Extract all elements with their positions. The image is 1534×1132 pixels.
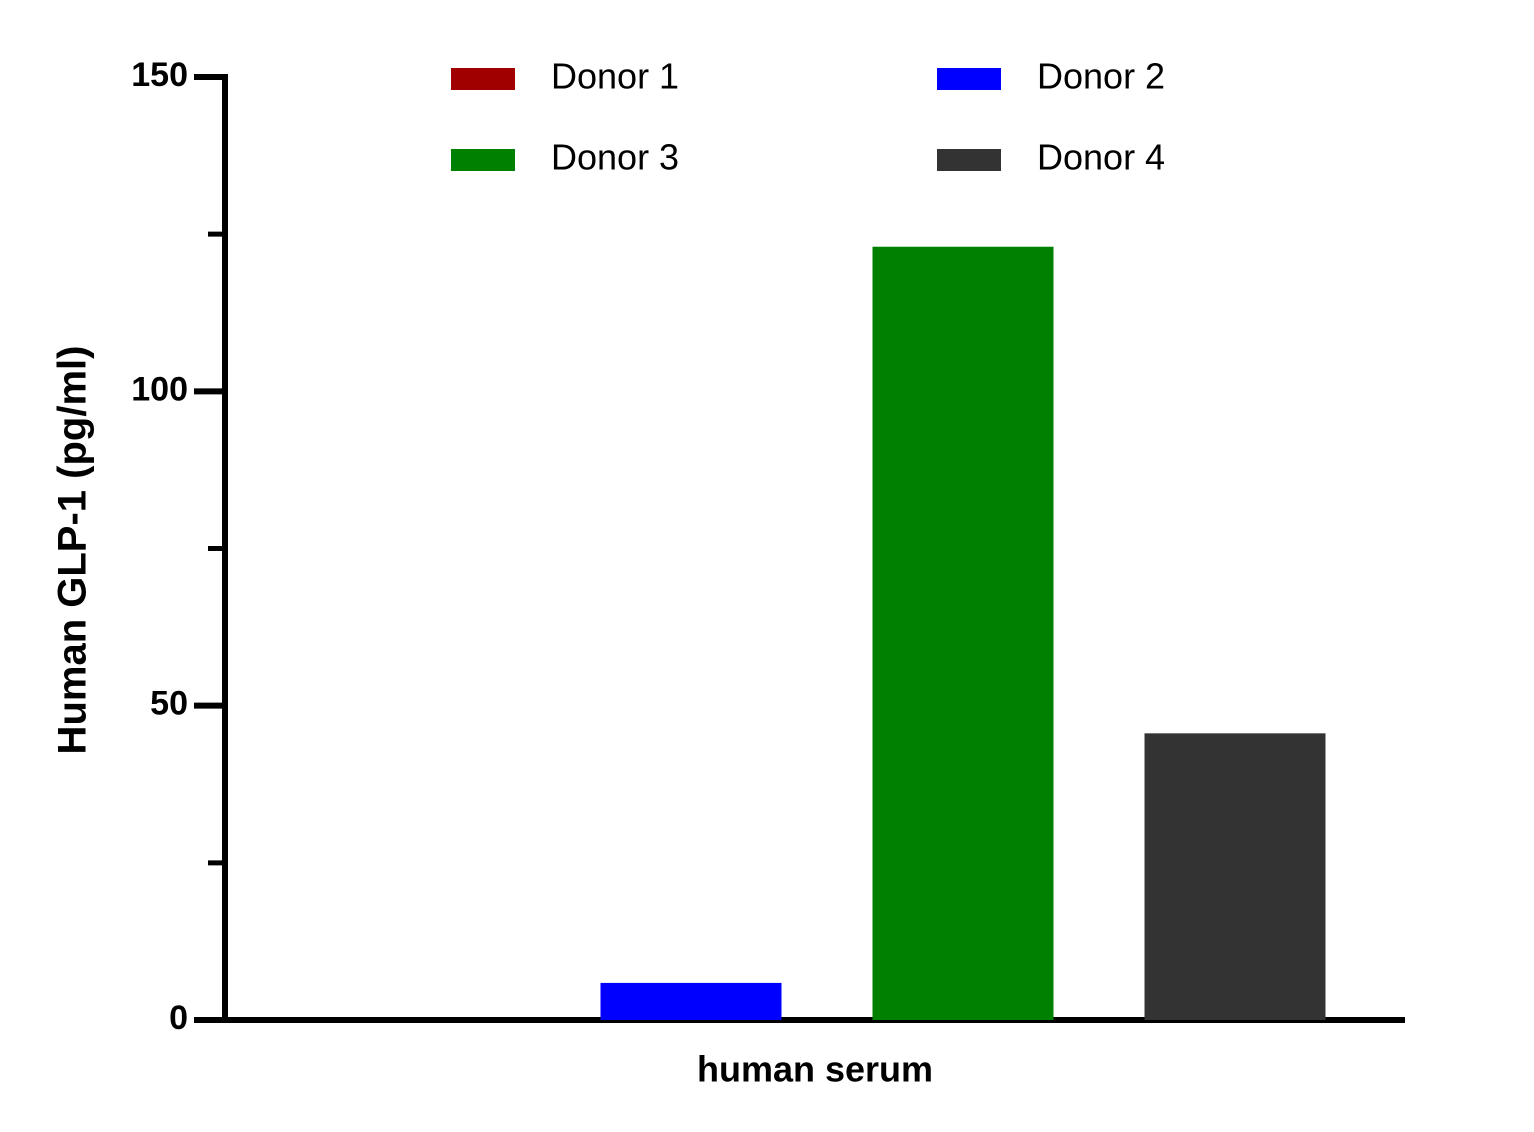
y-tick-label: 150 (131, 56, 188, 94)
x-axis-label: human serum (697, 1049, 933, 1090)
y-axis-label: Human GLP-1 (pg/ml) (51, 346, 95, 755)
legend-swatch (451, 68, 515, 90)
legend-swatch (451, 149, 515, 171)
legend-label: Donor 1 (551, 56, 679, 97)
bar (600, 982, 782, 1020)
legend-label: Donor 4 (1037, 137, 1165, 178)
y-tick-label: 0 (169, 999, 188, 1037)
legend-swatch (937, 68, 1001, 90)
bar (872, 246, 1054, 1021)
y-tick-label: 100 (131, 370, 188, 408)
y-tick-label: 50 (150, 685, 188, 723)
legend-swatch (937, 149, 1001, 171)
legend-label: Donor 3 (551, 137, 679, 178)
legend-label: Donor 2 (1037, 56, 1165, 97)
bar (1144, 733, 1326, 1020)
